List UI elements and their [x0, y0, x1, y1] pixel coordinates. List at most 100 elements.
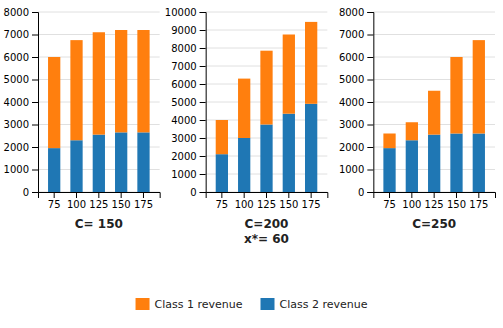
- legend-swatch: [261, 298, 275, 310]
- bar-segment: [70, 140, 82, 192]
- x-axis: 75 100 125150175: [374, 192, 496, 210]
- tick-mark: [200, 30, 206, 31]
- tick-label: 8000: [339, 7, 364, 18]
- bar-segment: [305, 104, 317, 192]
- tick-mark: [200, 156, 206, 157]
- tick-mark: [32, 102, 38, 103]
- tick-mark: [367, 192, 373, 193]
- tick-mark: [221, 192, 222, 198]
- bar-segment: [283, 114, 295, 192]
- grid-line: [38, 12, 160, 13]
- tick: 175: [469, 192, 488, 210]
- tick-mark: [32, 125, 38, 126]
- tick-mark: [98, 192, 99, 198]
- bars: [383, 40, 485, 192]
- tick: 6000: [4, 52, 38, 63]
- tick-label: 3000: [339, 119, 364, 130]
- bar-segment: [238, 79, 250, 138]
- bar-segment: [137, 30, 149, 132]
- grid-line: [206, 12, 328, 13]
- tick-mark: [200, 84, 206, 85]
- tick-label: 0: [23, 187, 29, 198]
- tick-mark: [311, 192, 312, 198]
- tick-label: 125: [425, 199, 444, 210]
- panel: 0 1000 2000 3000 4000 5000 6000 7000 8000 75 100 12…: [339, 7, 496, 210]
- tick-mark: [200, 120, 206, 121]
- tick: 5000: [171, 97, 205, 108]
- tick-label: 3000: [171, 133, 196, 144]
- tick-label: 7000: [4, 29, 29, 40]
- tick: 175: [134, 192, 153, 210]
- grid: [206, 12, 328, 192]
- tick-label: 175: [302, 199, 321, 210]
- title-line: C=250: [412, 217, 456, 231]
- bar-segment: [48, 148, 60, 192]
- axis-line: [206, 193, 328, 199]
- tick-label: 7000: [171, 61, 196, 72]
- bar-segment: [93, 32, 105, 134]
- tick-mark: [367, 125, 373, 126]
- tick-label: 2000: [4, 142, 29, 153]
- tick-mark: [32, 147, 38, 148]
- tick: 0: [190, 187, 205, 198]
- title-line: C= 150: [75, 217, 123, 231]
- tick-label: 0: [358, 187, 364, 198]
- tick: 1000: [339, 164, 373, 175]
- tick: 100: [235, 192, 254, 210]
- bars: [216, 22, 318, 192]
- bar-segment: [283, 35, 295, 114]
- bar-segment: [70, 40, 82, 140]
- tick-label: 150: [447, 199, 466, 210]
- tick-mark: [143, 192, 144, 198]
- tick: 2000: [4, 142, 38, 153]
- axis-line: [39, 193, 161, 199]
- bar-segment: [137, 132, 149, 192]
- bar-segment: [428, 91, 440, 135]
- tick-label: 3000: [4, 119, 29, 130]
- tick-mark: [200, 12, 206, 13]
- tick: 5000: [4, 74, 38, 85]
- tick: 3000: [339, 119, 373, 130]
- tick-label: 1000: [171, 169, 196, 180]
- tick: 7000: [339, 29, 373, 40]
- panel-title: C=200x*= 60: [244, 217, 289, 246]
- tick-mark: [32, 57, 38, 58]
- grid-line: [373, 12, 495, 13]
- tick: 0: [23, 187, 38, 198]
- tick-label: 75: [48, 199, 61, 210]
- tick-mark: [200, 174, 206, 175]
- tick-mark: [434, 192, 435, 198]
- tick: 10000: [165, 7, 206, 18]
- legend-label: Class 1 revenue: [155, 298, 243, 311]
- tick: 5000: [339, 74, 373, 85]
- tick-label: 175: [134, 199, 153, 210]
- y-axis: 0100020003000400050006000700080009000100…: [165, 7, 206, 198]
- tick: 75: [48, 192, 61, 210]
- tick-mark: [389, 192, 390, 198]
- tick-mark: [32, 192, 38, 193]
- tick-label: 150: [279, 199, 298, 210]
- tick-mark: [367, 147, 373, 148]
- tick-mark: [200, 66, 206, 67]
- tick: 100: [402, 192, 421, 210]
- tick: 1000: [171, 169, 205, 180]
- panel-title: C= 150: [75, 217, 123, 231]
- tick-label: 4000: [339, 97, 364, 108]
- tick: 150: [447, 192, 466, 210]
- title-line: x*= 60: [244, 232, 289, 246]
- tick-label: 7000: [339, 29, 364, 40]
- tick-label: 5000: [4, 74, 29, 85]
- tick: 3000: [171, 133, 205, 144]
- tick-label: 125: [89, 199, 108, 210]
- tick-label: 8000: [4, 7, 29, 18]
- tick-label: 6000: [339, 52, 364, 63]
- tick: 75: [383, 192, 396, 210]
- tick: 150: [112, 192, 131, 210]
- tick: 125: [89, 192, 108, 210]
- tick-mark: [200, 192, 206, 193]
- tick: 125: [425, 192, 444, 210]
- tick: 75: [215, 192, 228, 210]
- bar-segment: [473, 40, 485, 133]
- tick: 2000: [339, 142, 373, 153]
- bar-segment: [216, 120, 228, 154]
